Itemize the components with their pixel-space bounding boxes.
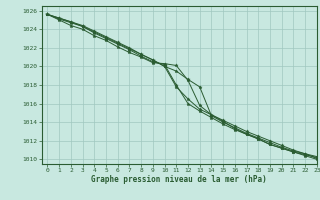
X-axis label: Graphe pression niveau de la mer (hPa): Graphe pression niveau de la mer (hPa) [91, 175, 267, 184]
